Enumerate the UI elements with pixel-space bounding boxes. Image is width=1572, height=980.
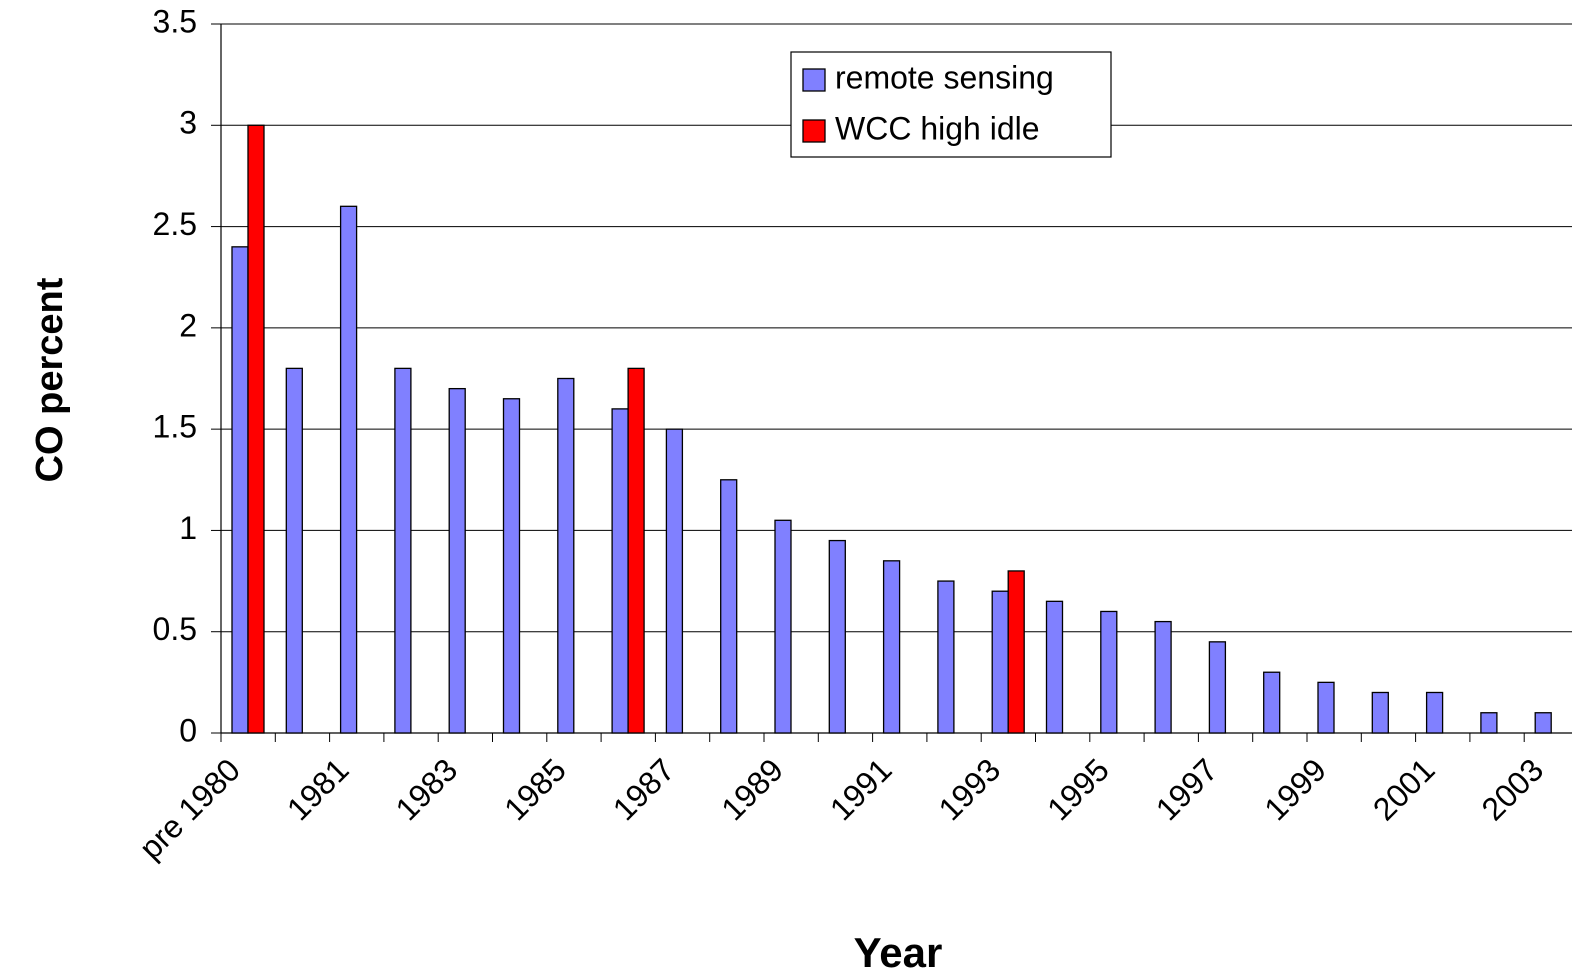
x-tick-label: 1997: [1149, 751, 1225, 827]
y-tick-label: 0.5: [153, 611, 197, 647]
bar: [1208, 641, 1227, 734]
x-tick-label: 1999: [1257, 751, 1333, 827]
x-tick-label: pre 1980: [132, 751, 247, 866]
bar: [1007, 570, 1025, 734]
bar: [1263, 671, 1281, 734]
y-tick-label: 1: [179, 510, 197, 546]
x-tick-label: 1995: [1040, 751, 1116, 827]
x-tick-label: 1985: [497, 751, 573, 827]
bar: [285, 367, 303, 734]
x-tick-label: 2001: [1366, 751, 1442, 827]
x-tick-label: 1983: [388, 751, 464, 827]
y-tick-label: 2: [179, 307, 197, 343]
legend-swatch: [802, 68, 826, 92]
bar: [937, 580, 955, 734]
legend-box: [790, 51, 1112, 158]
legend-label: WCC high idle: [835, 110, 1040, 146]
bar: [557, 377, 575, 734]
y-tick-label: 3.5: [153, 3, 197, 39]
y-tick-label: 0: [179, 712, 197, 748]
bar: [828, 539, 846, 734]
bar: [1425, 691, 1444, 734]
y-axis-label: CO percent: [29, 277, 71, 482]
x-tick-label: 2003: [1474, 751, 1550, 827]
y-tick-label: 2.5: [153, 206, 197, 242]
x-tick-label: 1987: [606, 751, 682, 827]
bar: [991, 590, 1009, 734]
bar: [720, 479, 738, 734]
bar: [1534, 712, 1552, 734]
bar: [882, 560, 901, 734]
bar: [1100, 610, 1118, 734]
bar: [1045, 600, 1064, 734]
x-tick-label: 1989: [714, 751, 790, 827]
bar: [611, 408, 629, 734]
legend: remote sensing WCC high idle: [790, 51, 1112, 158]
bar: [1317, 681, 1335, 734]
legend-label: remote sensing: [835, 59, 1054, 95]
bar: [502, 398, 521, 734]
bar: [1154, 620, 1172, 734]
bar: [665, 428, 684, 734]
y-tick-label: 1.5: [153, 409, 197, 445]
bar: [448, 387, 466, 734]
legend-swatch: [802, 119, 826, 143]
x-axis-label: Year: [854, 929, 943, 976]
x-tick-label: 1981: [280, 751, 356, 827]
x-tick-label: 1991: [823, 751, 899, 827]
bar: [247, 124, 265, 734]
y-tick-label: 3: [179, 105, 197, 141]
bar: [1371, 691, 1389, 734]
bar: [339, 205, 358, 734]
bar: [774, 519, 792, 734]
bar: [231, 246, 249, 734]
x-tick-label: 1993: [931, 751, 1007, 827]
bar: [1480, 712, 1498, 734]
bar: [394, 367, 412, 734]
bar: [627, 367, 645, 734]
